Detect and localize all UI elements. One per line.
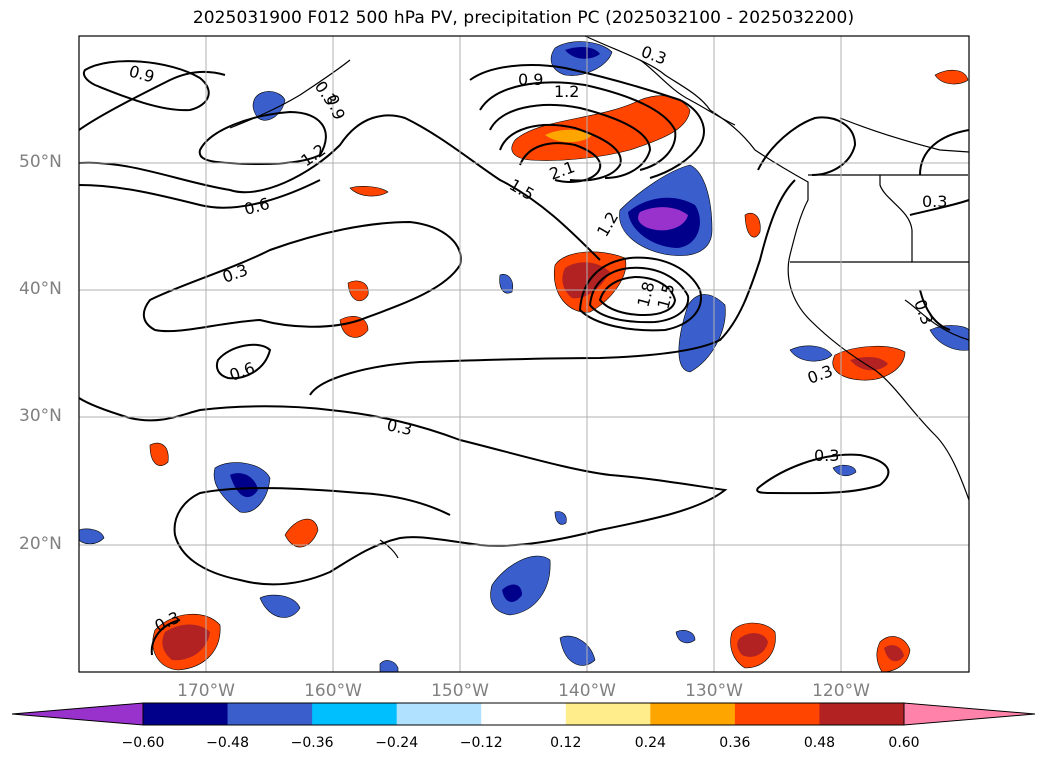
graticule	[79, 36, 969, 672]
colorbar-right-extension	[903, 702, 1036, 726]
precip-area	[78, 528, 105, 545]
latitude-label: 50°N	[19, 152, 62, 172]
longitude-label: 130°W	[685, 681, 743, 701]
pv-contours	[78, 60, 970, 656]
colorbar-tick-label: 0.60	[888, 735, 920, 751]
precip-area	[162, 624, 210, 661]
precip-area	[502, 584, 522, 602]
longitude-label: 150°W	[431, 681, 489, 701]
colorbar-cell	[734, 703, 820, 725]
contour-label: 0.3	[922, 192, 947, 211]
colorbar-frame	[142, 702, 905, 726]
latitude-label: 30°N	[19, 406, 62, 426]
precip-area	[565, 46, 600, 59]
precip-area	[149, 442, 169, 466]
precip-area	[554, 511, 567, 525]
colorbar-left-extension	[11, 702, 144, 726]
precip-area	[559, 635, 596, 666]
colorbar-tick-label: −0.36	[290, 735, 334, 751]
contour-label: 0.3	[814, 446, 839, 465]
colorbar-cell	[481, 703, 567, 725]
colorbar-tick-label: 0.24	[634, 735, 666, 751]
colorbar-cell	[565, 703, 651, 725]
colorbar-tick-label: −0.24	[375, 735, 419, 751]
colorbar-tick-label: 0.12	[550, 735, 582, 751]
precip-area	[737, 633, 768, 657]
precip-area	[499, 274, 513, 294]
precip-area	[638, 207, 688, 231]
contour-label: 0.3	[385, 415, 414, 439]
colorbar-cell	[143, 703, 229, 725]
colorbar-cell	[650, 703, 736, 725]
colorbar-tick-label: −0.48	[206, 735, 249, 751]
precip-area	[230, 473, 258, 498]
colorbar-cell	[227, 703, 313, 725]
map-frame	[78, 35, 970, 673]
longitude-label: 160°W	[304, 681, 362, 701]
colorbar-tick-label: 0.36	[719, 735, 751, 751]
precip-area	[490, 555, 551, 616]
precip-area	[884, 645, 904, 662]
latitude-label: 40°N	[19, 279, 62, 299]
map-panel: 0.9 0.3 0.9 1.2 1.2 0.6 0.3 0.6 0.3 0.9 …	[78, 35, 970, 673]
colorbar-tick-label: 0.48	[803, 735, 836, 751]
precip-area	[789, 345, 833, 362]
precip-anomaly-areas	[78, 41, 970, 673]
colorbar-cell	[312, 703, 398, 725]
coastlines	[229, 35, 970, 559]
precip-area	[934, 70, 969, 85]
contour-label: 1.2	[554, 82, 579, 101]
contour-label: 0.9	[518, 70, 543, 89]
longitude-label: 170°W	[177, 681, 235, 701]
precip-area	[339, 316, 369, 338]
map-title: 2025031900 F012 500 hPa PV, precipitatio…	[192, 8, 855, 28]
latitude-label: 20°N	[19, 534, 62, 554]
colorbar	[11, 702, 1036, 726]
longitude-label: 140°W	[558, 681, 616, 701]
precip-area	[511, 95, 691, 161]
precip-area	[349, 186, 389, 197]
longitude-label: 120°W	[812, 681, 870, 701]
precip-area	[284, 518, 319, 548]
colorbar-tick-label: −0.12	[459, 735, 503, 751]
precip-area	[347, 280, 369, 302]
precip-area	[259, 594, 301, 618]
colorbar-tick-label: −0.60	[121, 735, 165, 751]
precip-area	[675, 630, 696, 644]
precip-area	[744, 212, 761, 238]
precip-area	[545, 129, 592, 143]
colorbar-cell	[819, 703, 905, 725]
colorbar-cell	[396, 703, 482, 725]
precip-area	[379, 660, 399, 673]
